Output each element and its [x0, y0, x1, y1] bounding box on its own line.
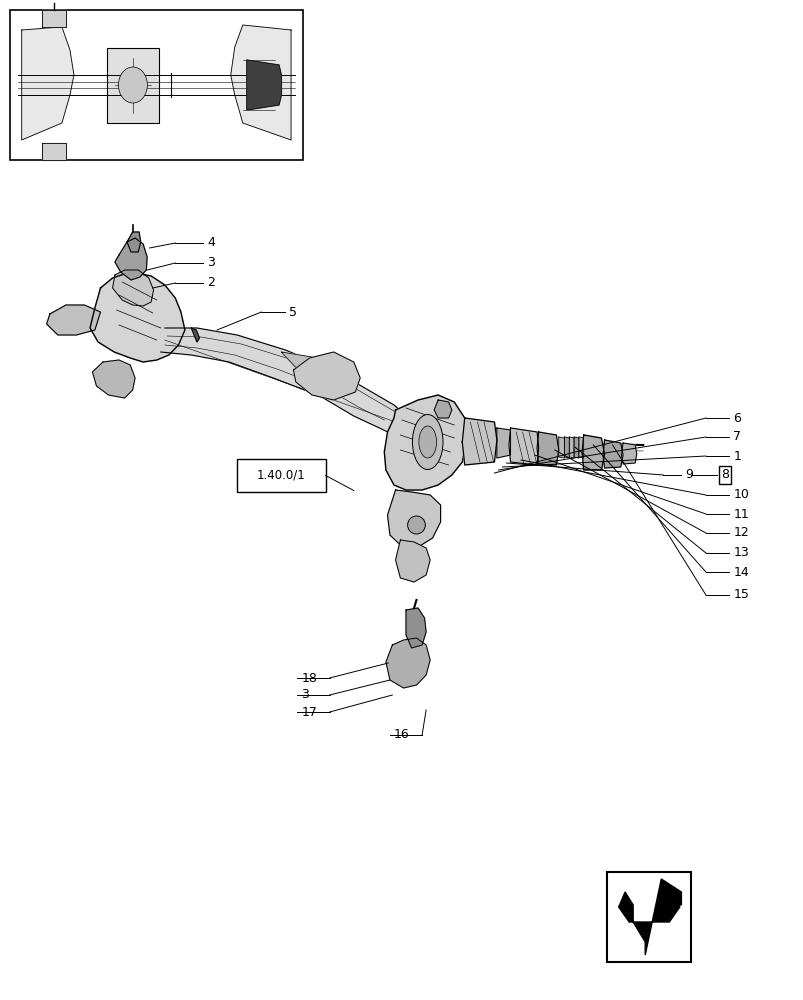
Text: 18: 18	[301, 672, 317, 684]
Polygon shape	[462, 418, 496, 465]
Text: 7: 7	[732, 430, 740, 444]
Text: 9: 9	[684, 468, 692, 482]
Ellipse shape	[412, 414, 442, 470]
Polygon shape	[508, 428, 538, 465]
Polygon shape	[558, 437, 564, 458]
Polygon shape	[281, 352, 337, 378]
Text: 11: 11	[732, 508, 748, 520]
Text: 1: 1	[732, 450, 740, 462]
Text: 13: 13	[732, 546, 748, 560]
Polygon shape	[230, 25, 291, 140]
Polygon shape	[293, 352, 360, 400]
Polygon shape	[384, 395, 466, 490]
Polygon shape	[42, 10, 66, 27]
Text: 12: 12	[732, 526, 748, 540]
Text: 3: 3	[301, 688, 309, 702]
Polygon shape	[387, 490, 440, 548]
Text: 8: 8	[720, 468, 728, 482]
Bar	[237, 459, 325, 492]
Polygon shape	[578, 437, 583, 458]
Text: 3: 3	[207, 256, 215, 269]
Text: 2: 2	[207, 276, 215, 290]
Ellipse shape	[418, 426, 436, 458]
Polygon shape	[385, 638, 430, 688]
Polygon shape	[536, 432, 558, 465]
Text: 1.40.0/1: 1.40.0/1	[257, 469, 305, 482]
Text: 10: 10	[732, 488, 748, 502]
Bar	[107, 47, 159, 122]
Polygon shape	[127, 232, 141, 252]
Polygon shape	[90, 272, 185, 362]
Polygon shape	[115, 238, 147, 280]
Bar	[10, 10, 303, 160]
Text: 17: 17	[301, 706, 317, 718]
Polygon shape	[564, 437, 569, 458]
Polygon shape	[47, 305, 100, 335]
Polygon shape	[496, 428, 510, 458]
Polygon shape	[569, 437, 573, 458]
Polygon shape	[161, 328, 402, 435]
Polygon shape	[406, 608, 426, 648]
Polygon shape	[112, 270, 153, 306]
Ellipse shape	[407, 516, 425, 534]
Text: 16: 16	[393, 728, 410, 742]
Text: 6: 6	[732, 412, 740, 424]
Circle shape	[118, 67, 147, 103]
Text: 15: 15	[732, 588, 748, 601]
Polygon shape	[22, 27, 74, 140]
Polygon shape	[395, 540, 430, 582]
Polygon shape	[602, 440, 622, 468]
Polygon shape	[581, 435, 604, 470]
Polygon shape	[247, 60, 281, 110]
Text: 4: 4	[207, 236, 215, 249]
Polygon shape	[621, 443, 636, 464]
Polygon shape	[42, 143, 66, 160]
Polygon shape	[191, 328, 199, 342]
Polygon shape	[92, 360, 135, 398]
Polygon shape	[434, 400, 451, 418]
Polygon shape	[618, 879, 680, 955]
Text: 5: 5	[289, 306, 297, 318]
Text: 14: 14	[732, 566, 748, 578]
Polygon shape	[573, 437, 578, 458]
Bar	[606, 872, 691, 962]
